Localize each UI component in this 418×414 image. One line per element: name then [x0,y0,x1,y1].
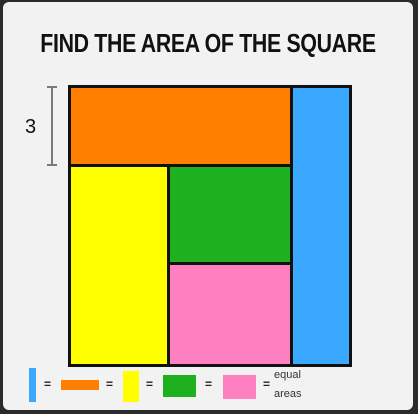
puzzle-card: FIND THE AREA OF THE SQUARE 3 = = = = = [3,2,413,410]
bracket-bottom-tick [47,164,57,166]
green-rectangle [170,167,290,262]
dimension-label: 3 [25,116,37,138]
legend-equals: = [106,377,114,391]
legend-yellow-swatch [123,371,139,402]
height-dimension-bracket [47,86,57,166]
pink-rectangle [170,265,290,364]
legend-pink-swatch [223,375,256,399]
legend-equals: = [263,377,271,391]
orange-rectangle [71,88,290,164]
legend: = = = = = equal areas [27,366,407,406]
legend-equal-word: equal [274,369,301,381]
legend-green-swatch [163,375,196,397]
legend-equal-text: equal areas [274,368,302,402]
legend-equals: = [205,377,213,391]
legend-orange-swatch [61,380,99,390]
legend-areas-word: areas [274,388,302,400]
page-title: FIND THE AREA OF THE SQUARE [40,28,376,58]
blue-rectangle [293,88,349,364]
bracket-top-tick [47,86,57,88]
bracket-line [51,86,53,166]
big-square [68,85,352,367]
legend-equals: = [146,377,154,391]
yellow-rectangle [71,167,167,364]
legend-blue-swatch [29,368,36,402]
legend-equals: = [44,377,52,391]
